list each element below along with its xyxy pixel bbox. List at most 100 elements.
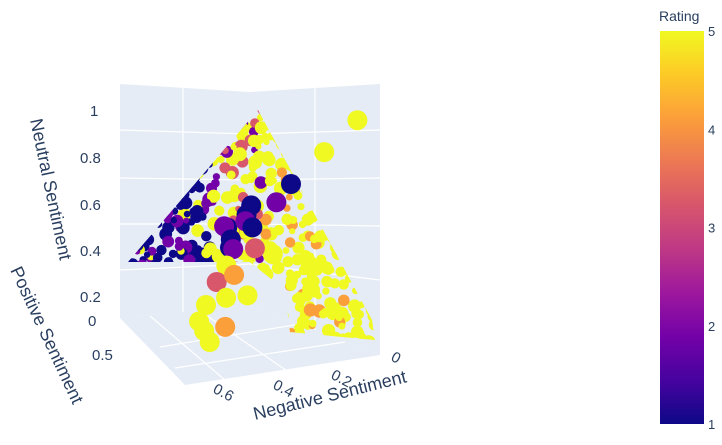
texture-point: [217, 155, 225, 164]
texture-point: [348, 299, 362, 313]
texture-point: [324, 297, 337, 310]
texture-point: [335, 314, 343, 322]
texture-point: [282, 247, 290, 254]
texture-point: [265, 167, 277, 180]
texture-point: [338, 279, 349, 290]
texture-point: [281, 213, 293, 225]
data-point: [266, 192, 287, 213]
texture-point: [201, 198, 212, 209]
texture-point: [233, 147, 247, 162]
data-point: [199, 332, 220, 352]
texture-point: [263, 138, 270, 146]
texture-point: [293, 191, 303, 201]
colorbar-title: Rating: [659, 8, 699, 24]
texture-point: [270, 177, 278, 185]
scatter-points: [189, 110, 368, 352]
texture-point: [291, 254, 304, 266]
texture-point: [211, 178, 220, 188]
texture-point: [289, 216, 298, 224]
texture-point: [303, 303, 317, 317]
texture-point: [275, 157, 289, 172]
texture-point: [198, 212, 207, 221]
data-point: [206, 272, 227, 292]
colorbar-ticks: 1 2 3 4 5: [708, 24, 715, 432]
texture-point: [254, 121, 268, 135]
texture-point: [282, 256, 294, 268]
texture-point: [260, 228, 272, 240]
texture-point: [248, 163, 257, 172]
texture-point: [324, 307, 334, 317]
data-point: [314, 142, 335, 163]
z-tick-label: 0.2: [80, 289, 101, 306]
texture-point: [189, 207, 198, 216]
texture-point: [230, 144, 237, 151]
texture-point: [294, 302, 305, 312]
texture-point: [262, 154, 274, 166]
texture-point: [230, 184, 240, 194]
texture-point: [352, 317, 363, 328]
texture-point: [132, 339, 141, 340]
y-tick-label: 0: [88, 313, 96, 330]
data-point: [215, 316, 236, 337]
texture-point: [276, 167, 287, 178]
colorbar-gradient: [660, 31, 704, 424]
y-axis-ticks: 00.5: [88, 313, 113, 364]
texture-point: [183, 210, 191, 218]
texture-point: [310, 234, 319, 244]
texture-point: [338, 322, 346, 330]
x-axis-title: Negative Sentiment: [251, 366, 408, 423]
texture-point: [308, 319, 317, 328]
texture-point: [174, 242, 184, 251]
texture-point: [322, 324, 336, 338]
x-tick-label: 0.6: [210, 381, 236, 406]
z-axis-ticks: 0.2 0.4 0.6 0.8 1: [80, 103, 101, 306]
texture-point: [309, 284, 321, 295]
texture-point: [259, 213, 272, 226]
texture-point: [194, 245, 202, 253]
texture-point: [214, 205, 225, 216]
texture-point: [168, 249, 178, 259]
colorbar: Rating 1 2 3 4 5: [659, 8, 715, 432]
data-point: [196, 295, 216, 315]
colorbar-tick-label: 3: [708, 221, 715, 236]
texture-point: [322, 287, 330, 295]
texture-point: [338, 294, 350, 307]
texture-point: [285, 269, 295, 278]
texture-point: [201, 231, 212, 242]
data-point: [262, 244, 283, 265]
texture-point: [299, 295, 307, 303]
texture-point: [212, 173, 220, 181]
texture-point: [128, 334, 133, 340]
data-point: [242, 217, 263, 238]
texture-point: [297, 203, 305, 211]
texture-point: [170, 217, 177, 224]
data-point: [347, 110, 368, 131]
texture-point: [285, 193, 293, 201]
z-tick-label: 0.6: [80, 197, 101, 214]
texture-point: [297, 315, 309, 327]
texture-point: [285, 279, 297, 291]
colorbar-tick-label: 2: [708, 319, 715, 334]
texture-point: [254, 176, 268, 189]
data-point: [216, 287, 237, 308]
z-tick-label: 1: [90, 103, 98, 120]
texture-point: [270, 229, 278, 237]
texture-point: [162, 235, 175, 248]
colorbar-tick-label: 4: [708, 122, 715, 137]
colorbar-tick-label: 1: [708, 417, 715, 432]
data-point: [224, 264, 245, 285]
texture-point: [315, 292, 322, 300]
texture-point: [203, 242, 217, 256]
texture-point: [128, 337, 132, 340]
y-tick-label: 0.5: [92, 347, 113, 364]
texture-point: [221, 191, 234, 204]
texture-point: [247, 134, 261, 147]
colorbar-tick-label: 5: [708, 24, 715, 39]
z-tick-label: 0.4: [80, 243, 101, 260]
texture-point: [284, 237, 296, 248]
data-point: [223, 239, 244, 260]
texture-point: [261, 132, 269, 140]
x-tick-label: 0: [388, 349, 403, 368]
texture-point: [289, 228, 296, 235]
